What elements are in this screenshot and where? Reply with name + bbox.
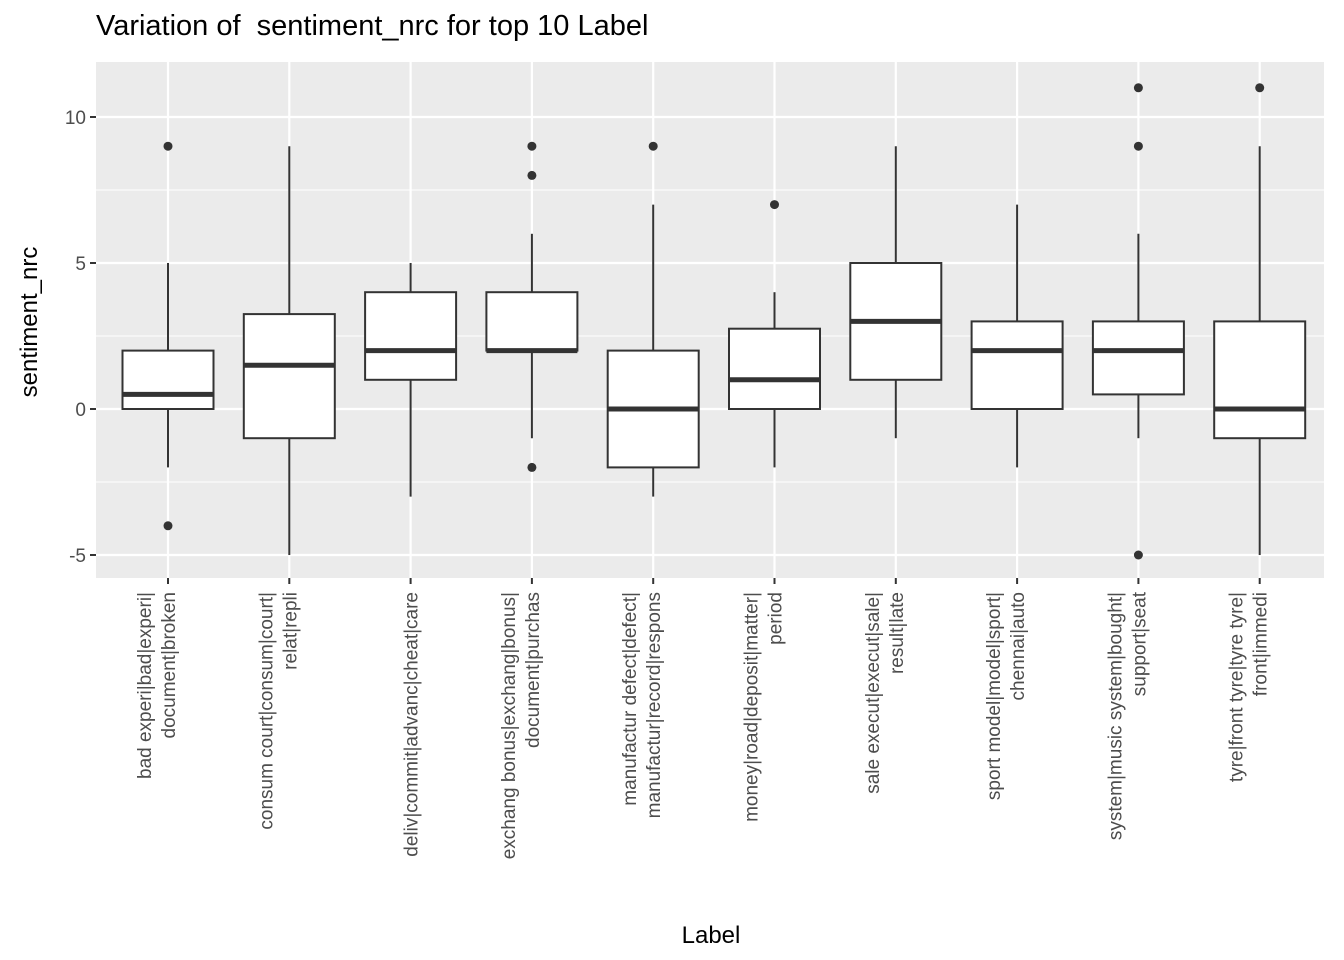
x-tick-label: manufactur defect|defect| — [620, 592, 641, 806]
y-tick-label: 0 — [75, 400, 86, 421]
box-group — [1213, 83, 1307, 555]
outlier-point — [527, 141, 537, 151]
box-group — [485, 141, 579, 472]
box-iqr — [970, 320, 1064, 410]
box-iqr — [1091, 320, 1185, 396]
x-tick-label: result|late — [887, 592, 908, 674]
outlier-point — [1255, 83, 1265, 93]
x-tick-label: relat|repli — [280, 592, 301, 670]
y-tick-label: 10 — [65, 108, 86, 129]
outlier-point — [527, 170, 537, 180]
y-tick-label: -5 — [69, 546, 86, 567]
box-iqr — [121, 349, 215, 411]
box-iqr — [728, 327, 821, 411]
x-tick-label: money|road|deposit|matter| — [742, 592, 763, 822]
x-tick-label: consum court|consum|court| — [256, 592, 277, 830]
y-tick-label: 5 — [75, 254, 86, 275]
x-tick-label: period — [766, 592, 787, 645]
box-iqr — [242, 313, 336, 440]
outlier-point — [163, 521, 173, 531]
box-group — [849, 146, 943, 439]
outlier-point — [1133, 141, 1143, 151]
x-tick-label: chennai|auto — [1008, 592, 1029, 700]
box-group — [728, 200, 821, 468]
box-group — [970, 204, 1064, 468]
x-tick-label: support|seat — [1129, 591, 1150, 696]
box-iqr — [364, 291, 458, 381]
x-tick-label: deliv|commit|advanc|cheat|care — [402, 592, 423, 857]
box-group — [364, 263, 458, 497]
box-group — [1091, 83, 1185, 560]
chart-title: Variation of sentiment_nrc for top 10 La… — [96, 10, 649, 42]
x-tick-label: exchang bonus|exchang|bonus| — [499, 592, 520, 859]
box-iqr — [1213, 320, 1307, 440]
x-tick-label: document|purchas — [523, 592, 544, 748]
box-group — [121, 141, 215, 531]
x-tick-label: sport model|model|sport| — [984, 592, 1005, 800]
x-tick-label: bad experi|bad|experi| — [135, 592, 156, 779]
outlier-point — [163, 141, 173, 151]
outlier-point — [648, 141, 658, 151]
x-tick-label: system|music system|bought| — [1105, 592, 1126, 840]
x-tick-label: sale execut|execut|sale| — [863, 592, 884, 794]
box-group — [606, 141, 700, 497]
outlier-point — [1133, 550, 1143, 560]
x-tick-label: manufactur|record|respons — [644, 592, 665, 818]
outlier-point — [1133, 83, 1143, 93]
outlier-point — [527, 462, 537, 472]
x-tick-label: document|broken — [159, 592, 180, 738]
x-tick-label: tyre|front tyre|tyre tyre| — [1227, 592, 1248, 782]
box-group — [242, 146, 336, 555]
outlier-point — [770, 200, 779, 210]
x-axis-label: Label — [681, 922, 741, 949]
x-tick-label: front|immedi — [1251, 592, 1272, 696]
box-iqr — [485, 291, 579, 352]
